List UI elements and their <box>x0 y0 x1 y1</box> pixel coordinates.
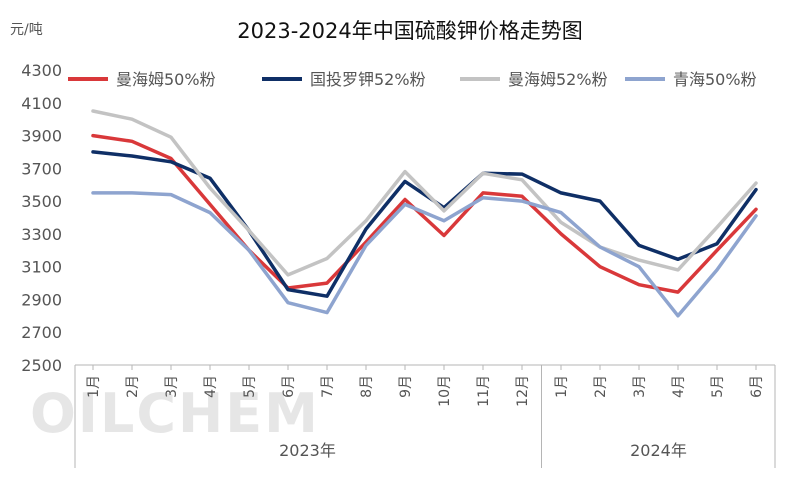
y-tick-label: 3700 <box>21 159 62 178</box>
series-line <box>91 150 758 298</box>
y-tick-label: 2500 <box>21 356 62 375</box>
legend-label: 曼海姆52%粉 <box>508 70 608 89</box>
series-line <box>91 109 758 277</box>
chart-title: 2023-2024年中国硫酸钾价格走势图 <box>237 19 582 43</box>
year-label: 2024年 <box>630 441 687 460</box>
y-tick-label: 3500 <box>21 192 62 211</box>
x-tick-label: 6月 <box>281 375 297 398</box>
legend-label: 国投罗钾52%粉 <box>310 70 426 89</box>
x-tick-label: 2月 <box>125 375 141 398</box>
x-axis: 2023年 2024年 1月 2月 3月 4月 5月 6月 7月 8月 9月 10月 11月 12月 1月 2… <box>74 364 776 468</box>
x-tick-label: 11月 <box>476 375 492 407</box>
y-tick-label: 3900 <box>21 127 62 146</box>
year-label: 2023年 <box>279 441 336 460</box>
x-tick-label: 5月 <box>242 375 258 398</box>
x-tick-label: 3月 <box>164 375 180 398</box>
x-tick-label: 3月 <box>632 375 648 398</box>
legend: 曼海姆50%粉 国投罗钾52%粉 曼海姆52%粉 青海50%粉 <box>68 70 757 89</box>
x-tick-label: 6月 <box>749 375 765 398</box>
x-tick-label: 4月 <box>671 375 687 398</box>
x-tick-label: 2月 <box>593 375 609 398</box>
series-line <box>91 191 758 318</box>
y-tick-label: 2700 <box>21 323 62 342</box>
unit-label: 元/吨 <box>10 22 43 38</box>
plot-area <box>91 109 758 318</box>
y-tick-label: 3300 <box>21 225 62 244</box>
x-tick-label: 7月 <box>320 375 336 398</box>
legend-label: 曼海姆50%粉 <box>116 70 216 89</box>
y-tick-label: 4100 <box>21 94 62 113</box>
x-tick-label: 8月 <box>359 375 375 398</box>
y-axis: 2500 2700 2900 3100 3300 3500 3700 3900 4100 4300 <box>21 61 62 375</box>
y-tick-label: 3100 <box>21 258 62 277</box>
x-tick-label: 5月 <box>710 375 726 398</box>
y-tick-label: 2900 <box>21 290 62 309</box>
x-tick-label: 9月 <box>398 375 414 398</box>
legend-label: 青海50%粉 <box>673 70 757 89</box>
x-tick-label: 4月 <box>203 375 219 398</box>
x-tick-label: 10月 <box>437 375 453 407</box>
y-tick-label: 4300 <box>21 61 62 80</box>
watermark: OILCHEM <box>30 382 320 445</box>
x-tick-label: 1月 <box>86 375 102 398</box>
series-line <box>91 133 758 294</box>
x-tick-label: 12月 <box>515 375 531 407</box>
x-tick-label: 1月 <box>554 375 570 398</box>
